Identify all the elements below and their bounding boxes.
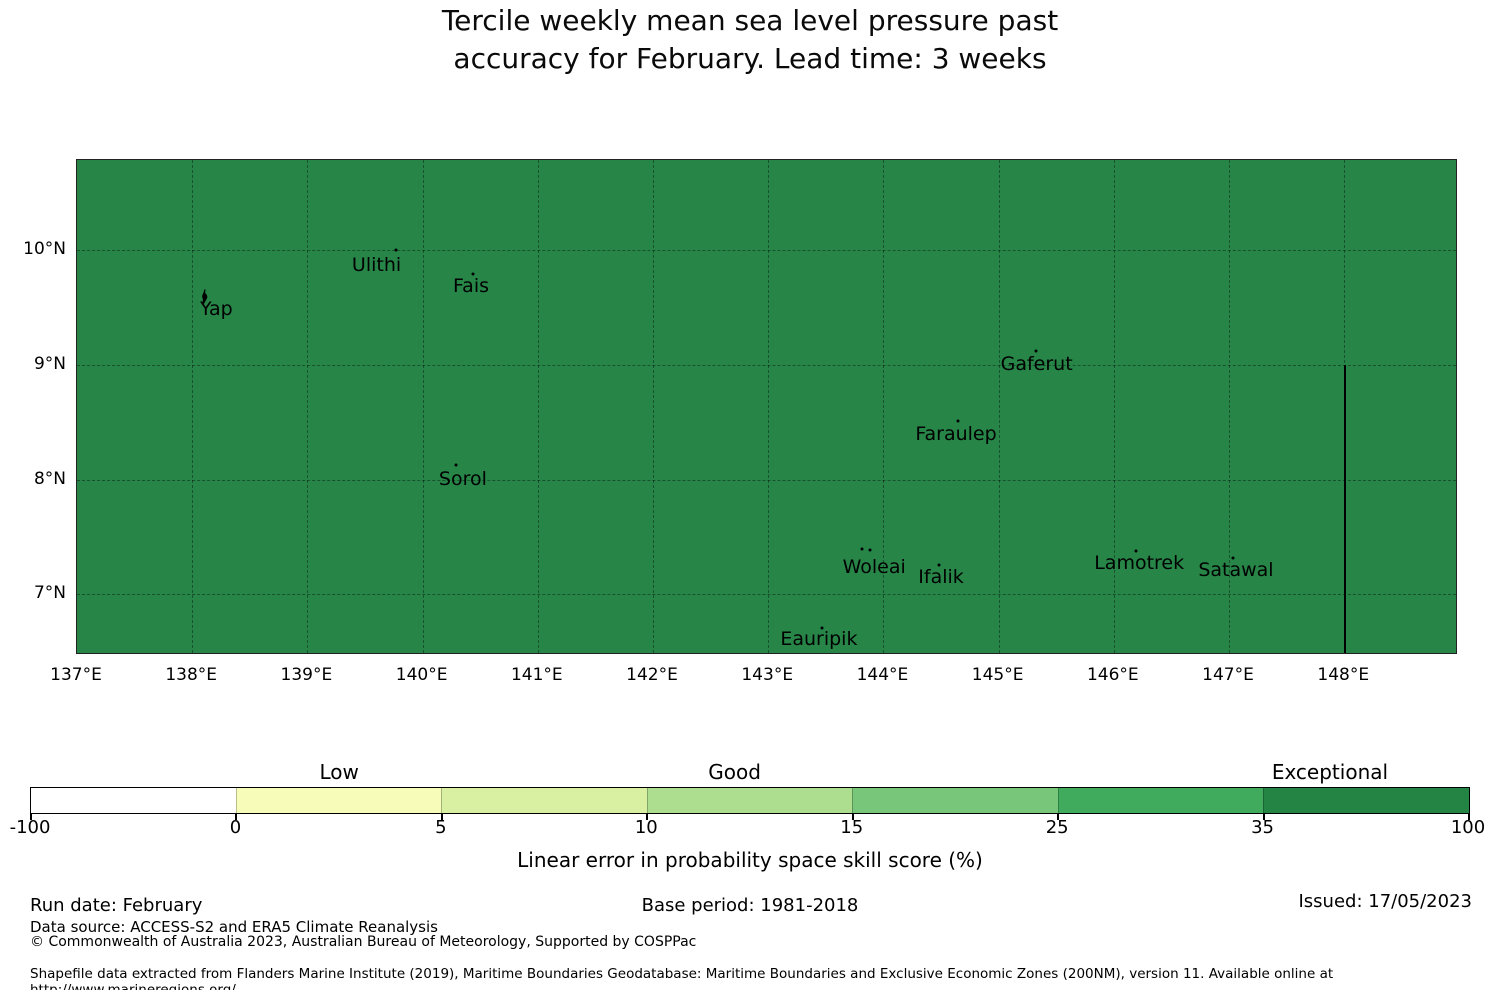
x-tick-label: 143°E xyxy=(741,665,794,685)
woleai-island-marker xyxy=(860,547,864,551)
colorbar-segment xyxy=(235,788,442,813)
longitude-gridline xyxy=(653,160,655,653)
longitude-gridline xyxy=(768,160,770,653)
footer-base-period: Base period: 1981-2018 xyxy=(641,895,859,916)
longitude-gridline xyxy=(192,160,194,653)
colorbar-tick xyxy=(851,813,854,820)
x-tick-label: 141°E xyxy=(510,665,563,685)
footer-run-date: Run date: February xyxy=(30,895,203,916)
footer-shapefile-note: Shapefile data extracted from Flanders M… xyxy=(30,966,1334,990)
colorbar-tick xyxy=(440,813,443,820)
colorbar-tick xyxy=(235,813,238,820)
colorbar-tick-label: 35 xyxy=(1251,817,1275,838)
satawal-island-marker xyxy=(1231,556,1234,560)
satawal-island-label: Satawal xyxy=(1198,559,1274,582)
gaferut-island-marker xyxy=(1034,349,1037,353)
colorbar-tick-label: 100 xyxy=(1450,817,1486,838)
colorbar-tick xyxy=(30,813,32,820)
lamotrek-island-marker xyxy=(1134,549,1138,553)
chart-title-line1: Tercile weekly mean sea level pressure p… xyxy=(441,4,1059,37)
colorbar xyxy=(30,787,1470,814)
longitude-gridline xyxy=(998,160,1000,653)
faraulep-island-marker xyxy=(956,419,960,423)
colorbar-segment xyxy=(852,788,1058,813)
y-tick-label: 9°N xyxy=(33,353,66,374)
colorbar-segment xyxy=(646,788,853,813)
colorbar-tick xyxy=(1057,813,1060,820)
colorbar-tick xyxy=(1468,813,1470,820)
x-tick-label: 139°E xyxy=(280,665,333,685)
longitude-gridline xyxy=(422,160,424,653)
sorol-island-marker xyxy=(454,463,458,467)
colorbar-segment xyxy=(1263,788,1470,813)
x-tick-label: 147°E xyxy=(1202,665,1254,685)
chart-title-line2: accuracy for February. Lead time: 3 week… xyxy=(453,42,1047,75)
footer-data-source: Data source: ACCESS-S2 and ERA5 Climate … xyxy=(30,918,438,936)
colorbar-tick-label: 5 xyxy=(435,817,447,838)
longitude-gridline xyxy=(883,160,885,653)
ulithi-island-marker xyxy=(394,248,398,252)
x-tick-label: 144°E xyxy=(856,665,909,685)
colorbar-axis-label: Linear error in probability space skill … xyxy=(517,848,983,872)
x-tick-label: 137°E xyxy=(50,665,102,685)
colorbar-tick-label: 0 xyxy=(229,817,242,838)
x-tick-label: 145°E xyxy=(971,665,1024,685)
colorbar-tick-label: 15 xyxy=(840,817,864,838)
eez-boundary-line xyxy=(1344,364,1347,653)
yap-island-label: Yap xyxy=(200,297,233,320)
colorbar-tick xyxy=(1262,813,1265,820)
longitude-gridline xyxy=(1113,160,1115,653)
y-tick-label: 7°N xyxy=(33,583,66,604)
latitude-gridline xyxy=(77,250,1456,252)
longitude-gridline xyxy=(1229,160,1231,653)
x-tick-label: 138°E xyxy=(165,665,218,685)
lamotrek-island-label: Lamotrek xyxy=(1094,552,1185,575)
x-tick-label: 148°E xyxy=(1317,665,1370,685)
map-plot: Yap Ulithi Fais Sorol Gaferut Faraulep Woleai I… xyxy=(76,159,1457,654)
footer-issued-date: Issued: 17/05/2023 xyxy=(1298,891,1472,912)
latitude-gridline xyxy=(77,364,1456,366)
y-tick-label: 8°N xyxy=(33,468,66,489)
colorbar-category-label: Good xyxy=(708,760,761,784)
woleai-island-marker xyxy=(868,548,872,552)
colorbar-category-label: Exceptional xyxy=(1271,760,1389,784)
faraulep-island-label: Faraulep xyxy=(915,422,997,445)
x-tick-label: 146°E xyxy=(1086,665,1139,685)
colorbar-tick-label: 25 xyxy=(1045,817,1069,838)
latitude-gridline xyxy=(77,479,1456,481)
gaferut-island-label: Gaferut xyxy=(1000,352,1073,375)
colorbar-segment xyxy=(31,788,236,813)
ifalik-island-label: Ifalik xyxy=(918,566,964,589)
longitude-gridline xyxy=(537,160,539,653)
y-tick-label: 10°N xyxy=(23,239,66,260)
eauripik-island-label: Eauripik xyxy=(780,628,858,651)
footer-copyright: © Commonwealth of Australia 2023, Austra… xyxy=(30,934,697,950)
sorol-island-label: Sorol xyxy=(438,467,487,490)
x-tick-label: 142°E xyxy=(626,665,678,685)
colorbar-segment xyxy=(441,788,647,813)
ulithi-island-label: Ulithi xyxy=(351,254,402,277)
yap-island-shape xyxy=(200,289,210,309)
colorbar-segment xyxy=(1057,788,1264,813)
fais-island-marker xyxy=(471,272,475,276)
colorbar-tick-label: -100 xyxy=(9,817,51,838)
fais-island-label: Fais xyxy=(452,274,490,297)
colorbar-category-label: Low xyxy=(319,760,359,784)
woleai-island-label: Woleai xyxy=(842,555,906,578)
ifalik-island-marker xyxy=(937,563,941,567)
colorbar-tick xyxy=(646,813,649,820)
longitude-gridline xyxy=(307,160,309,653)
chart-title: Tercile weekly mean sea level pressure p… xyxy=(0,2,1500,78)
x-tick-label: 140°E xyxy=(395,665,448,685)
eauripik-island-marker xyxy=(820,626,824,630)
latitude-gridline xyxy=(77,594,1456,596)
colorbar-tick-label: 10 xyxy=(634,817,658,838)
